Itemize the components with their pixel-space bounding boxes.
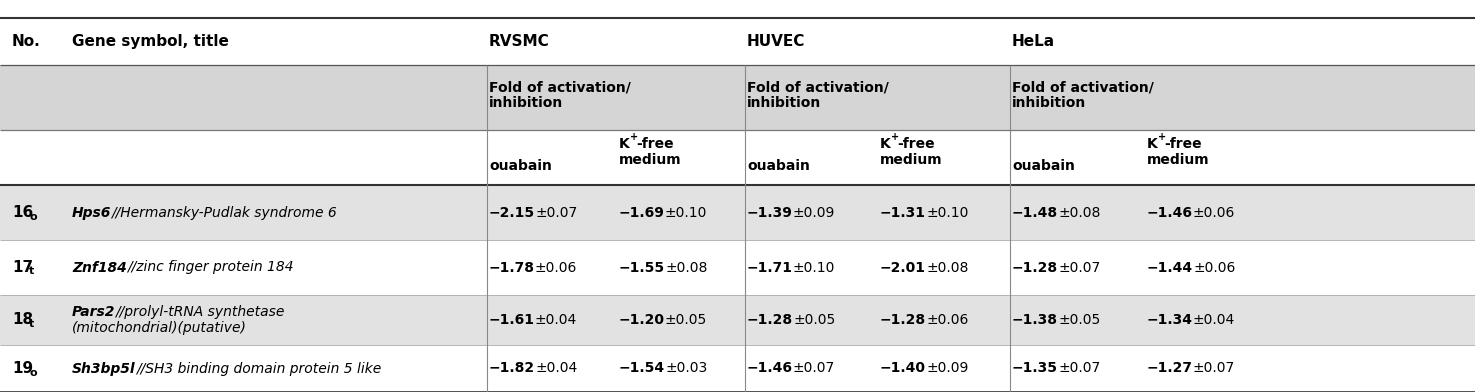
Text: +: +	[891, 132, 900, 142]
Bar	[0, 18, 1475, 65]
Text: ±0.04: ±0.04	[1193, 313, 1235, 327]
Text: //zinc finger protein 184: //zinc finger protein 184	[127, 261, 294, 274]
Bar	[0, 130, 1475, 185]
Text: ±0.06: ±0.06	[926, 313, 969, 327]
Text: 17: 17	[12, 260, 32, 275]
Text: inhibition: inhibition	[490, 96, 563, 110]
Text: −2.01: −2.01	[881, 261, 926, 274]
Text: HUVEC: HUVEC	[746, 34, 805, 49]
Text: −1.28: −1.28	[881, 313, 926, 327]
Text: Pars2: Pars2	[72, 305, 115, 319]
Text: ±0.08: ±0.08	[1058, 205, 1100, 220]
Text: −2.15: −2.15	[490, 205, 535, 220]
Text: −1.82: −1.82	[490, 361, 535, 376]
Bar	[0, 65, 1475, 130]
Text: ±0.09: ±0.09	[794, 205, 835, 220]
Text: 18: 18	[12, 312, 32, 327]
Text: ±0.08: ±0.08	[926, 261, 969, 274]
Text: ±0.07: ±0.07	[1058, 261, 1100, 274]
Text: ±0.03: ±0.03	[665, 361, 708, 376]
Text: ±0.10: ±0.10	[665, 205, 707, 220]
Text: t: t	[30, 319, 34, 329]
Text: −1.35: −1.35	[1012, 361, 1058, 376]
Text: //Hermansky-Pudlak syndrome 6: //Hermansky-Pudlak syndrome 6	[112, 205, 338, 220]
Text: −1.69: −1.69	[620, 205, 665, 220]
Text: Gene symbol, title: Gene symbol, title	[72, 34, 229, 49]
Text: Sh3bp5l: Sh3bp5l	[72, 361, 136, 376]
Text: o: o	[30, 212, 37, 221]
Text: Fold of activation/: Fold of activation/	[490, 80, 631, 94]
Text: ±0.06: ±0.06	[1193, 205, 1236, 220]
Text: -free: -free	[897, 137, 935, 151]
Text: o: o	[30, 368, 37, 377]
Text: −1.20: −1.20	[620, 313, 665, 327]
Text: ±0.04: ±0.04	[535, 361, 577, 376]
Text: ±0.06: ±0.06	[1193, 261, 1236, 274]
Text: +: +	[1158, 132, 1167, 142]
Text: medium: medium	[620, 153, 681, 167]
Text: −1.71: −1.71	[746, 261, 794, 274]
Text: −1.44: −1.44	[1148, 261, 1193, 274]
Text: −1.34: −1.34	[1148, 313, 1193, 327]
Text: ouabain: ouabain	[490, 159, 552, 173]
Text: ±0.05: ±0.05	[1058, 313, 1100, 327]
Bar	[0, 185, 1475, 240]
Text: −1.61: −1.61	[490, 313, 535, 327]
Text: No.: No.	[12, 34, 41, 49]
Text: ±0.08: ±0.08	[665, 261, 708, 274]
Text: //prolyl-tRNA synthetase: //prolyl-tRNA synthetase	[115, 305, 285, 319]
Text: inhibition: inhibition	[1012, 96, 1086, 110]
Text: //SH3 binding domain protein 5 like: //SH3 binding domain protein 5 like	[136, 361, 381, 376]
Text: ±0.07: ±0.07	[535, 205, 577, 220]
Text: −1.31: −1.31	[881, 205, 926, 220]
Bar	[0, 240, 1475, 295]
Text: −1.28: −1.28	[746, 313, 794, 327]
Text: ±0.09: ±0.09	[926, 361, 969, 376]
Text: −1.78: −1.78	[490, 261, 535, 274]
Text: inhibition: inhibition	[746, 96, 822, 110]
Text: 16: 16	[12, 205, 34, 220]
Text: −1.46: −1.46	[746, 361, 794, 376]
Text: ouabain: ouabain	[1012, 159, 1075, 173]
Text: K: K	[881, 137, 891, 151]
Text: −1.27: −1.27	[1148, 361, 1193, 376]
Text: Fold of activation/: Fold of activation/	[746, 80, 889, 94]
Text: ±0.05: ±0.05	[794, 313, 835, 327]
Text: K: K	[1148, 137, 1158, 151]
Text: -free: -free	[636, 137, 674, 151]
Text: medium: medium	[881, 153, 943, 167]
Text: −1.55: −1.55	[620, 261, 665, 274]
Text: ±0.05: ±0.05	[665, 313, 707, 327]
Text: HeLa: HeLa	[1012, 34, 1055, 49]
Text: 19: 19	[12, 361, 32, 376]
Text: +: +	[630, 132, 639, 142]
Text: −1.38: −1.38	[1012, 313, 1058, 327]
Text: ±0.07: ±0.07	[1058, 361, 1100, 376]
Text: ±0.07: ±0.07	[794, 361, 835, 376]
Text: -free: -free	[1164, 137, 1202, 151]
Bar	[0, 295, 1475, 345]
Bar	[0, 345, 1475, 392]
Text: K: K	[620, 137, 630, 151]
Text: −1.48: −1.48	[1012, 205, 1058, 220]
Text: t: t	[30, 267, 34, 276]
Text: −1.54: −1.54	[620, 361, 665, 376]
Text: medium: medium	[1148, 153, 1209, 167]
Text: ±0.10: ±0.10	[794, 261, 835, 274]
Text: ±0.04: ±0.04	[535, 313, 577, 327]
Text: −1.28: −1.28	[1012, 261, 1058, 274]
Text: ouabain: ouabain	[746, 159, 810, 173]
Text: (mitochondrial)(putative): (mitochondrial)(putative)	[72, 321, 246, 335]
Text: RVSMC: RVSMC	[490, 34, 550, 49]
Text: ±0.10: ±0.10	[926, 205, 969, 220]
Text: −1.39: −1.39	[746, 205, 794, 220]
Text: ±0.06: ±0.06	[535, 261, 577, 274]
Text: −1.46: −1.46	[1148, 205, 1193, 220]
Text: Znf184: Znf184	[72, 261, 127, 274]
Text: −1.40: −1.40	[881, 361, 926, 376]
Text: Hps6: Hps6	[72, 205, 112, 220]
Text: Fold of activation/: Fold of activation/	[1012, 80, 1153, 94]
Text: ±0.07: ±0.07	[1193, 361, 1235, 376]
